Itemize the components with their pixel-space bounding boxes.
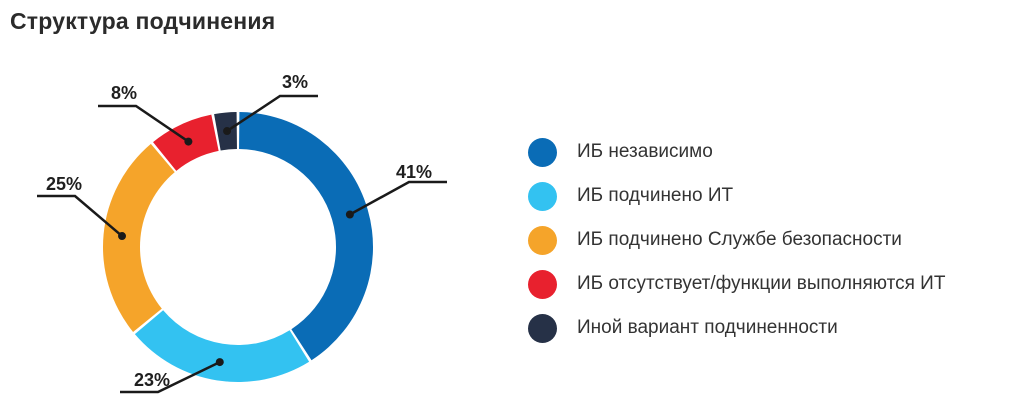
data-label: 41%: [396, 162, 432, 182]
leader-line: [349, 180, 447, 216]
legend-item: ИБ отсутствует/функции выполняются ИТ: [528, 262, 945, 306]
chart-title: Структура подчинения: [10, 8, 276, 34]
donut-slice: [103, 143, 175, 332]
leader-line: [98, 104, 190, 143]
leader-lines: [37, 94, 447, 394]
legend-label: ИБ отсутствует/функции выполняются ИТ: [577, 273, 946, 294]
leader-line: [226, 94, 318, 133]
legend-label: ИБ независимо: [577, 141, 713, 162]
donut-slice: [134, 310, 310, 382]
data-label: 25%: [46, 174, 82, 194]
legend-item: Иной вариант подчиненности: [528, 306, 945, 350]
legend-swatch: [528, 137, 557, 167]
donut-slice: [239, 112, 373, 361]
legend: ИБ независимо ИБ подчинено ИТ ИБ подчинено…: [528, 130, 945, 350]
legend-swatch: [528, 225, 557, 255]
data-label: 23%: [134, 370, 170, 390]
leader-line: [37, 194, 123, 237]
legend-item: ИБ независимо: [528, 130, 945, 174]
legend-label: ИБ подчинено Службе безопасности: [577, 229, 902, 250]
donut-chart: 41% 23% 25% 8% 3%: [37, 72, 447, 394]
legend-label: ИБ подчинено ИТ: [577, 185, 734, 206]
donut-slices: [103, 112, 373, 382]
legend-item: ИБ подчинено Службе безопасности: [528, 218, 945, 262]
slice-labels: 41% 23% 25% 8% 3%: [46, 72, 432, 390]
legend-item: ИБ подчинено ИТ: [528, 174, 945, 218]
legend-label: Иной вариант подчиненности: [577, 317, 838, 338]
leader-line: [120, 360, 221, 394]
data-label: 8%: [111, 83, 137, 103]
data-label: 3%: [282, 72, 308, 92]
legend-swatch: [528, 181, 557, 211]
legend-swatch: [528, 269, 557, 299]
legend-swatch: [528, 313, 557, 343]
